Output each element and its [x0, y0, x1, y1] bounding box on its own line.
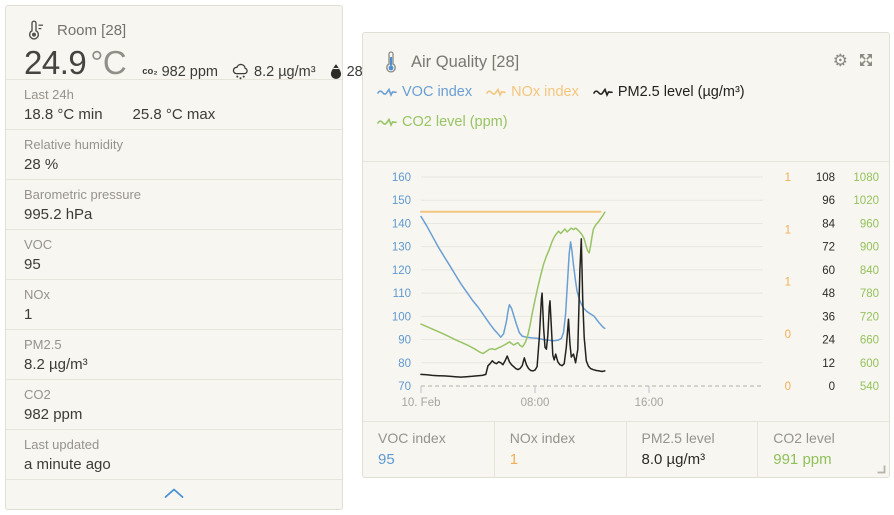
x-tick-label: 10. Feb [402, 397, 441, 409]
gear-icon[interactable]: ⚙ [832, 50, 848, 70]
row-last-24h: Last 24h 18.8 °C min 25.8 °C max [6, 80, 342, 130]
axis-tick-label: 108 [816, 172, 835, 184]
humidity-drop-icon [329, 63, 343, 80]
axis-tick-label: 60 [822, 265, 835, 277]
row-pm25: PM2.5 8.2 µg/m³ [6, 330, 342, 380]
axis-tick-label: 600 [860, 358, 879, 370]
row-last-updated: Last updated a minute ago [6, 430, 342, 480]
axis-tick-label: 780 [860, 288, 879, 300]
axis-tick-label: 1 [785, 172, 791, 184]
axis-tick-label: 720 [860, 311, 879, 323]
chart-legend: VOC index NOx index PM2.5 level (µg/m³) … [377, 84, 875, 130]
series-line-icon [593, 87, 613, 98]
air-card-title: Air Quality [28] [411, 52, 520, 71]
room-card-header: Room [28] 24.9 °C co₂ 982 ppm [6, 6, 380, 81]
axis-tick-label: 70 [398, 381, 411, 393]
series-line-icon [377, 117, 397, 128]
air-card-header: Air Quality [28] ⚙ V [363, 33, 889, 162]
x-tick-label: 08:00 [521, 397, 550, 409]
axis-tick-label: 1020 [853, 195, 879, 207]
axis-tick-label: 12 [822, 358, 835, 370]
row-voc: VOC 95 [6, 230, 342, 280]
series-voc [420, 215, 606, 342]
legend-voc-index[interactable]: VOC index [377, 84, 472, 100]
axis-tick-label: 100 [392, 311, 411, 323]
row-co2: CO2 982 ppm [6, 380, 342, 430]
axis-tick-label: 840 [860, 265, 879, 277]
axis-tick-label: 0 [829, 381, 835, 393]
axis-tick-label: 90 [398, 335, 411, 347]
air-card-footer: VOC index 95 NOx index 1 PM2.5 level 8.0… [363, 421, 889, 478]
pm-cloud-icon [231, 63, 250, 80]
thermometer-icon [385, 50, 397, 74]
room-pm25-stat: 8.2 µg/m³ [231, 63, 316, 80]
chevron-up-icon [164, 488, 184, 498]
co2-icon: co₂ [142, 66, 158, 77]
axis-tick-label: 120 [392, 265, 411, 277]
axis-tick-label: 48 [822, 288, 835, 300]
axis-tick-label: 130 [392, 242, 411, 254]
room-card-title: Room [28] [57, 21, 127, 39]
x-tick-label: 16:00 [635, 397, 664, 409]
row-relative-humidity: Relative humidity 28 % [6, 130, 342, 180]
axis-tick-label: 96 [822, 195, 835, 207]
axis-tick-label: 900 [860, 242, 879, 254]
axis-tick-label: 660 [860, 335, 879, 347]
thermometer-lines-icon [24, 20, 44, 40]
resize-handle-icon[interactable] [876, 464, 886, 474]
air-quality-chart[interactable]: 160 150 140 130 120 110 100 90 80 70 1 1 1 0 0 108 96 84 7… [363, 162, 889, 421]
series-co2 [420, 211, 606, 355]
temperature-unit: °C [90, 44, 127, 81]
axis-tick-label: 160 [392, 172, 411, 184]
axis-tick-label: 150 [392, 195, 411, 207]
row-nox: NOx 1 [6, 280, 342, 330]
axis-tick-label: 1080 [853, 172, 879, 184]
footer-nox-index: NOx index 1 [493, 422, 626, 478]
room-temperature: 24.9 °C [24, 44, 127, 81]
collapse-button[interactable] [6, 480, 342, 505]
axis-tick-label: 1 [785, 277, 791, 289]
row-barometric-pressure: Barometric pressure 995.2 hPa [6, 180, 342, 230]
legend-nox-index[interactable]: NOx index [486, 84, 579, 100]
footer-pm25-level: PM2.5 level 8.0 µg/m³ [625, 422, 758, 478]
air-quality-card: Air Quality [28] ⚙ V [362, 32, 890, 478]
axis-tick-label: 540 [860, 381, 879, 393]
row-label: Last 24h [24, 87, 74, 102]
footer-voc-index: VOC index 95 [378, 430, 446, 468]
axis-tick-label: 0 [785, 329, 791, 341]
axis-tick-label: 80 [398, 358, 411, 370]
legend-pm25-level[interactable]: PM2.5 level (µg/m³) [593, 84, 745, 100]
axis-tick-label: 0 [785, 381, 791, 393]
axis-tick-label: 1 [785, 224, 791, 236]
room-sensor-card: Room [28] 24.9 °C co₂ 982 ppm [5, 5, 380, 510]
axis-tick-label: 110 [393, 288, 411, 300]
legend-co2-level[interactable]: CO2 level (ppm) [377, 114, 508, 130]
series-line-icon [377, 87, 397, 98]
axis-tick-label: 72 [822, 242, 835, 254]
footer-co2-level: CO2 level 991 ppm [757, 422, 889, 478]
axis-tick-label: 24 [822, 335, 835, 347]
axis-tick-label: 140 [392, 218, 411, 230]
axis-tick-label: 960 [860, 218, 879, 230]
room-co2-stat: co₂ 982 ppm [142, 63, 219, 80]
axis-tick-label: 36 [822, 311, 835, 323]
axis-tick-label: 84 [822, 218, 835, 230]
series-line-icon [486, 87, 506, 98]
expand-icon[interactable] [857, 51, 875, 69]
series-pm25 [420, 238, 606, 378]
row-value: 18.8 °C min 25.8 °C max [24, 106, 216, 123]
